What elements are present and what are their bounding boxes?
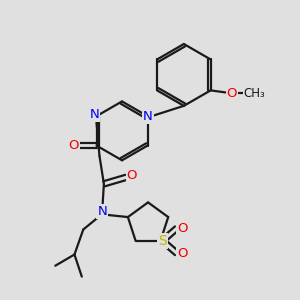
Text: N: N	[89, 108, 99, 121]
Text: CH₃: CH₃	[244, 87, 266, 100]
Text: O: O	[127, 169, 137, 182]
Text: N: N	[98, 205, 107, 218]
Text: N: N	[143, 110, 153, 123]
Text: O: O	[226, 87, 237, 100]
Text: O: O	[69, 139, 79, 152]
Text: O: O	[177, 222, 187, 235]
Text: S: S	[158, 234, 167, 248]
Text: O: O	[177, 247, 187, 260]
